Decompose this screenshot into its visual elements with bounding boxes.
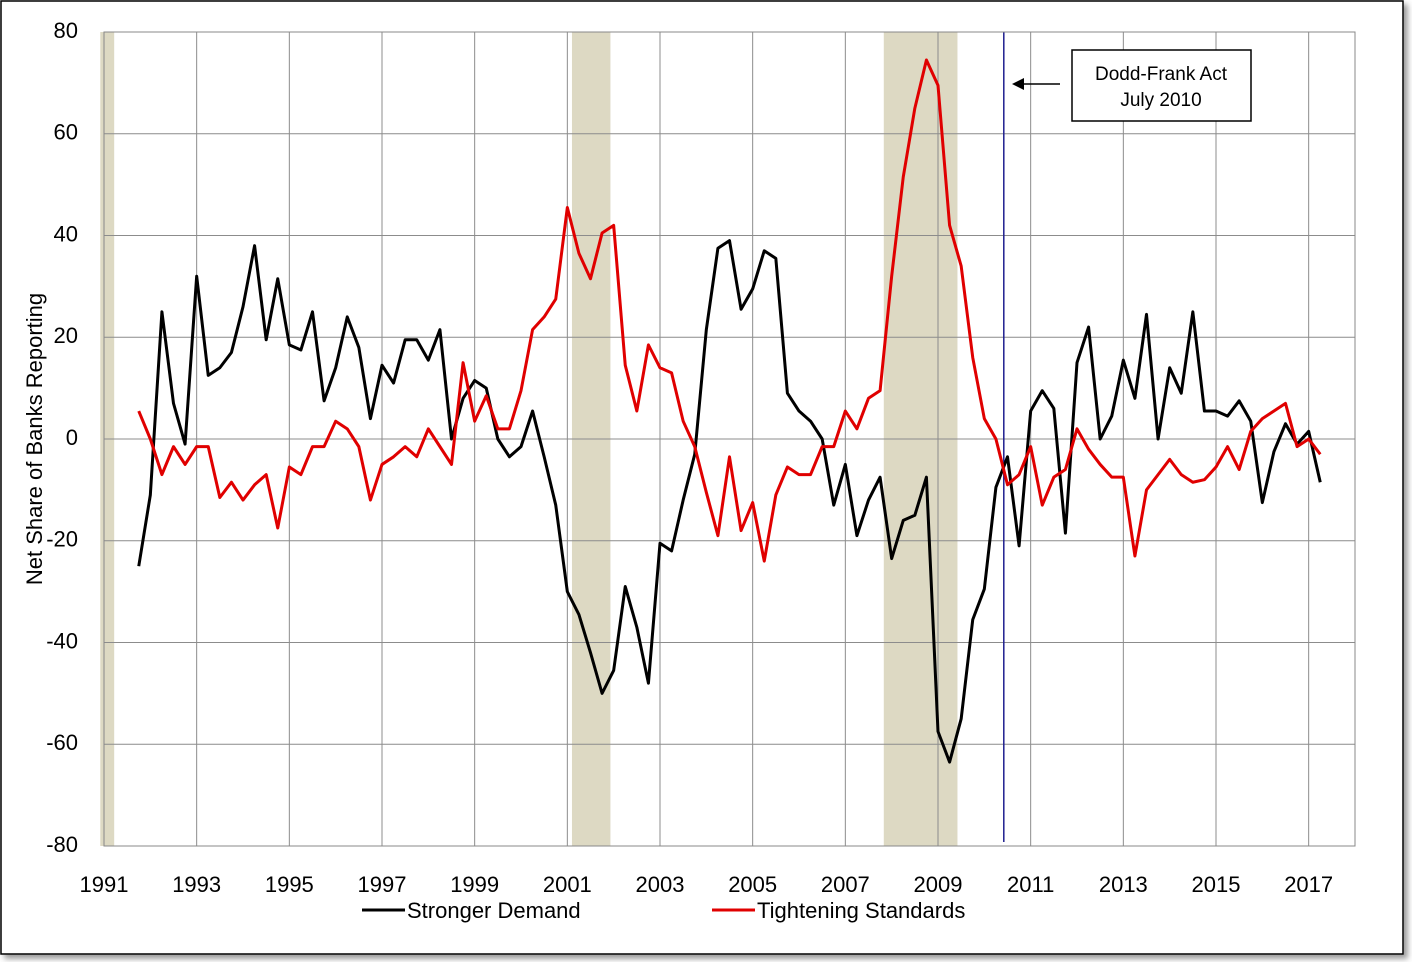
y-tick-label: 80 — [54, 18, 78, 43]
x-tick-label: 1999 — [450, 872, 499, 897]
y-tick-label: 60 — [54, 120, 78, 145]
y-axis-label: Net Share of Banks Reporting — [22, 293, 47, 585]
x-tick-label: 2009 — [914, 872, 963, 897]
y-tick-label: -20 — [46, 527, 78, 552]
x-tick-label: 2001 — [543, 872, 592, 897]
x-tick-label: 2007 — [821, 872, 870, 897]
plot-border — [103, 31, 1356, 847]
x-tick-label: 1993 — [172, 872, 221, 897]
annotation-box — [1071, 49, 1252, 122]
y-tick-label: 20 — [54, 323, 78, 348]
legend-label: Stronger Demand — [407, 898, 581, 923]
series-line — [137, 239, 1322, 764]
arrow-head — [1012, 78, 1024, 90]
x-tick-label: 1991 — [80, 872, 129, 897]
x-tick-label: 1997 — [358, 872, 407, 897]
y-tick-label: -60 — [46, 730, 78, 755]
lines-layer — [137, 32, 1322, 842]
x-tick-label: 2011 — [1007, 872, 1054, 897]
x-tick-label: 1995 — [265, 872, 314, 897]
x-tick-label: 2005 — [728, 872, 777, 897]
y-tick-label: 40 — [54, 221, 78, 246]
x-tick-label: 2015 — [1192, 872, 1241, 897]
y-tick-label: -80 — [46, 832, 78, 857]
y-tick-label: -40 — [46, 628, 78, 653]
y-tick-label: 0 — [66, 425, 78, 450]
legend-label: Tightening Standards — [757, 898, 965, 923]
x-tick-label: 2003 — [636, 872, 685, 897]
annotation-text: July 2010 — [1120, 90, 1201, 111]
x-tick-label: 2013 — [1099, 872, 1148, 897]
x-tick-label: 2017 — [1284, 872, 1333, 897]
annotation-text: Dodd-Frank Act — [1095, 64, 1228, 85]
series-line — [137, 58, 1322, 563]
